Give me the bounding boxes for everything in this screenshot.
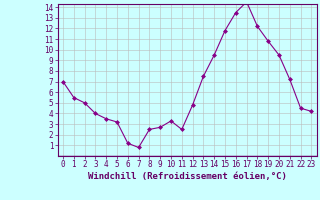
X-axis label: Windchill (Refroidissement éolien,°C): Windchill (Refroidissement éolien,°C) (88, 172, 287, 181)
